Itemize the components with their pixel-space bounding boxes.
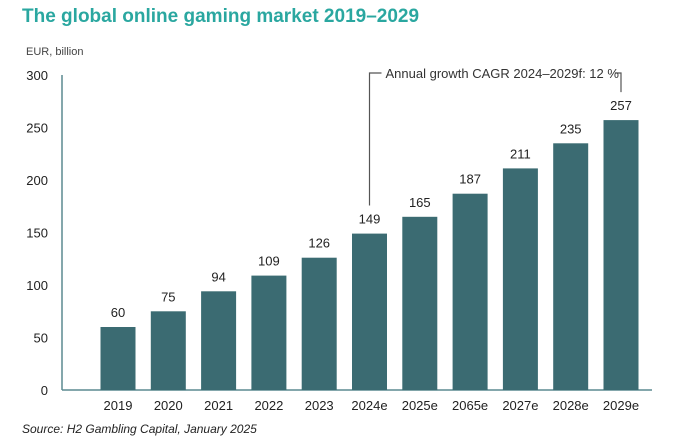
x-tick-label-2065e: 2065e xyxy=(452,398,488,413)
bar-2025e xyxy=(402,216,438,391)
bar-2020 xyxy=(150,311,186,391)
y-tick-label-250: 250 xyxy=(26,121,48,136)
x-tick-label-2025e: 2025e xyxy=(402,398,438,413)
x-tick-label-2020: 2020 xyxy=(154,398,183,413)
x-tick-label-2028e: 2028e xyxy=(553,398,589,413)
x-tick-label-2024e: 2024e xyxy=(351,398,387,413)
y-tick-label-200: 200 xyxy=(26,173,48,188)
cagr-bracket xyxy=(368,72,622,206)
value-label-2028e: 235 xyxy=(560,121,582,136)
y-axis-ticks: 0 50 100 150 200 250 300 xyxy=(26,68,48,398)
x-tick-label-2019: 2019 xyxy=(104,398,133,413)
y-axis-unit-label: EUR, billion xyxy=(26,46,83,58)
value-label-2065e: 187 xyxy=(459,172,481,187)
bars xyxy=(100,120,639,391)
x-tick-label-2021: 2021 xyxy=(204,398,233,413)
value-label-2027e: 211 xyxy=(510,146,531,161)
x-tick-label-2027e: 2027e xyxy=(502,398,538,413)
cagr-annotation: Annual growth CAGR 2024–2029f: 12 % xyxy=(386,66,620,81)
bar-2029e xyxy=(603,120,639,390)
value-label-2019: 60 xyxy=(111,305,125,320)
value-label-2020: 75 xyxy=(161,289,175,304)
bar-2024e xyxy=(352,233,387,390)
x-tick-label-2029e: 2029e xyxy=(603,398,639,413)
x-axis-labels: 2019 2020 2021 2022 2023 2024e 2025e 2065e 2027e… xyxy=(104,398,640,413)
value-label-2022: 109 xyxy=(258,254,280,269)
value-label-2023: 126 xyxy=(308,236,330,251)
bar-2028e xyxy=(553,143,589,391)
x-tick-label-2022: 2022 xyxy=(254,398,283,413)
bar-2027e xyxy=(502,168,538,390)
bar-2019 xyxy=(100,327,136,390)
source-note: Source: H2 Gambling Capital, January 202… xyxy=(22,422,257,436)
value-label-2024e: 149 xyxy=(359,212,381,227)
y-tick-label-0: 0 xyxy=(41,383,48,398)
bar-2023 xyxy=(301,257,337,390)
bar-2021 xyxy=(201,291,237,390)
value-label-2025e: 165 xyxy=(409,195,431,210)
value-label-2029e: 257 xyxy=(610,98,632,113)
bar-2022 xyxy=(251,275,287,390)
bar-2065e xyxy=(452,193,488,390)
y-tick-label-50: 50 xyxy=(34,331,48,346)
chart-title: The global online gaming market 2019–202… xyxy=(22,6,420,27)
y-tick-label-150: 150 xyxy=(26,226,48,241)
bar-value-labels: 60 75 94 109 126 149 165 187 211 235 257 xyxy=(111,98,632,320)
y-tick-label-300: 300 xyxy=(26,68,48,83)
x-tick-label-2023: 2023 xyxy=(305,398,334,413)
value-label-2021: 94 xyxy=(211,269,225,284)
y-tick-label-100: 100 xyxy=(26,278,48,293)
